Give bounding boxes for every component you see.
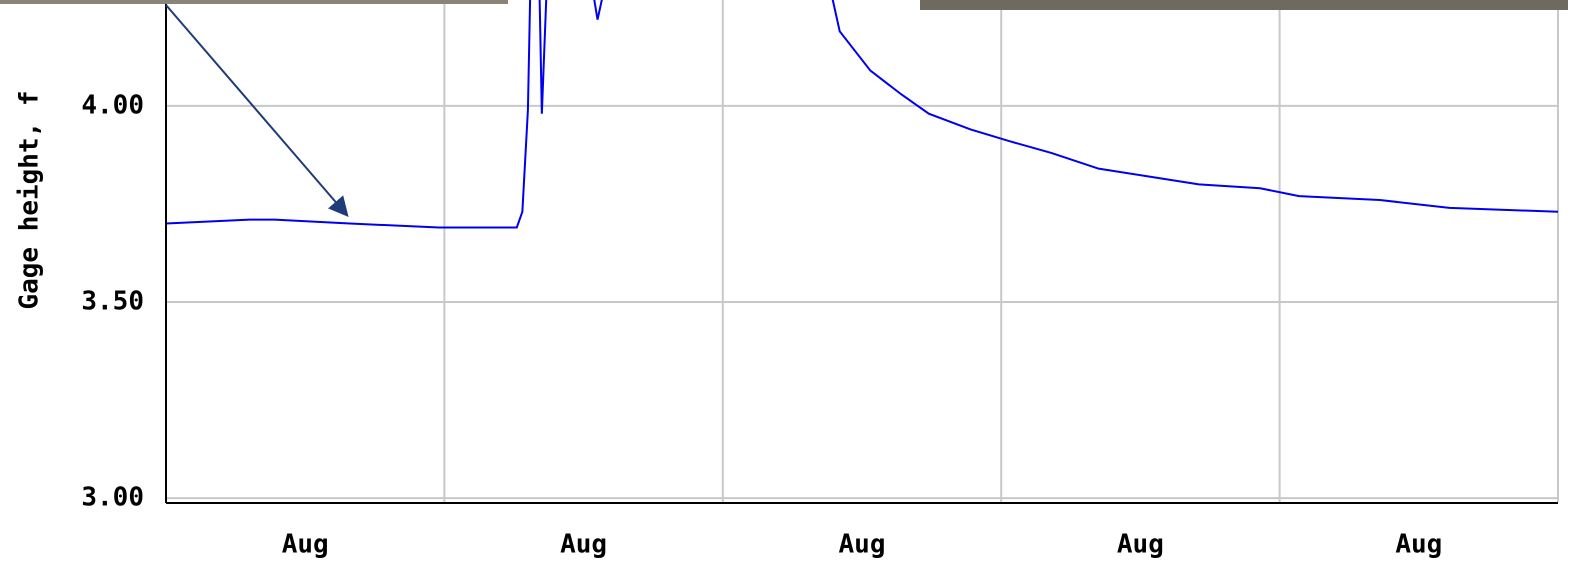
data-line	[166, 0, 1558, 227]
arrow	[166, 5, 346, 214]
x-tick-label: Aug	[282, 530, 329, 560]
y-tick-label: 4.00	[81, 90, 144, 120]
x-tick-label: Aug	[1395, 530, 1442, 560]
y-tick-label: 3.00	[81, 483, 144, 513]
x-tick-label: Aug	[1117, 530, 1164, 560]
chart: Gage height, f 3.00 3.50 4.00 Aug Aug Aug Aug A…	[0, 0, 1590, 575]
photo-right	[920, 0, 1568, 10]
x-tick-label: Aug	[839, 530, 886, 560]
grid	[166, 0, 1558, 502]
x-tick-label: Aug	[560, 530, 607, 560]
y-axis-label: Gage height, f	[15, 90, 45, 309]
plot-area	[166, 0, 1558, 227]
photo-left	[0, 0, 508, 4]
y-tick-label: 3.50	[81, 286, 144, 316]
